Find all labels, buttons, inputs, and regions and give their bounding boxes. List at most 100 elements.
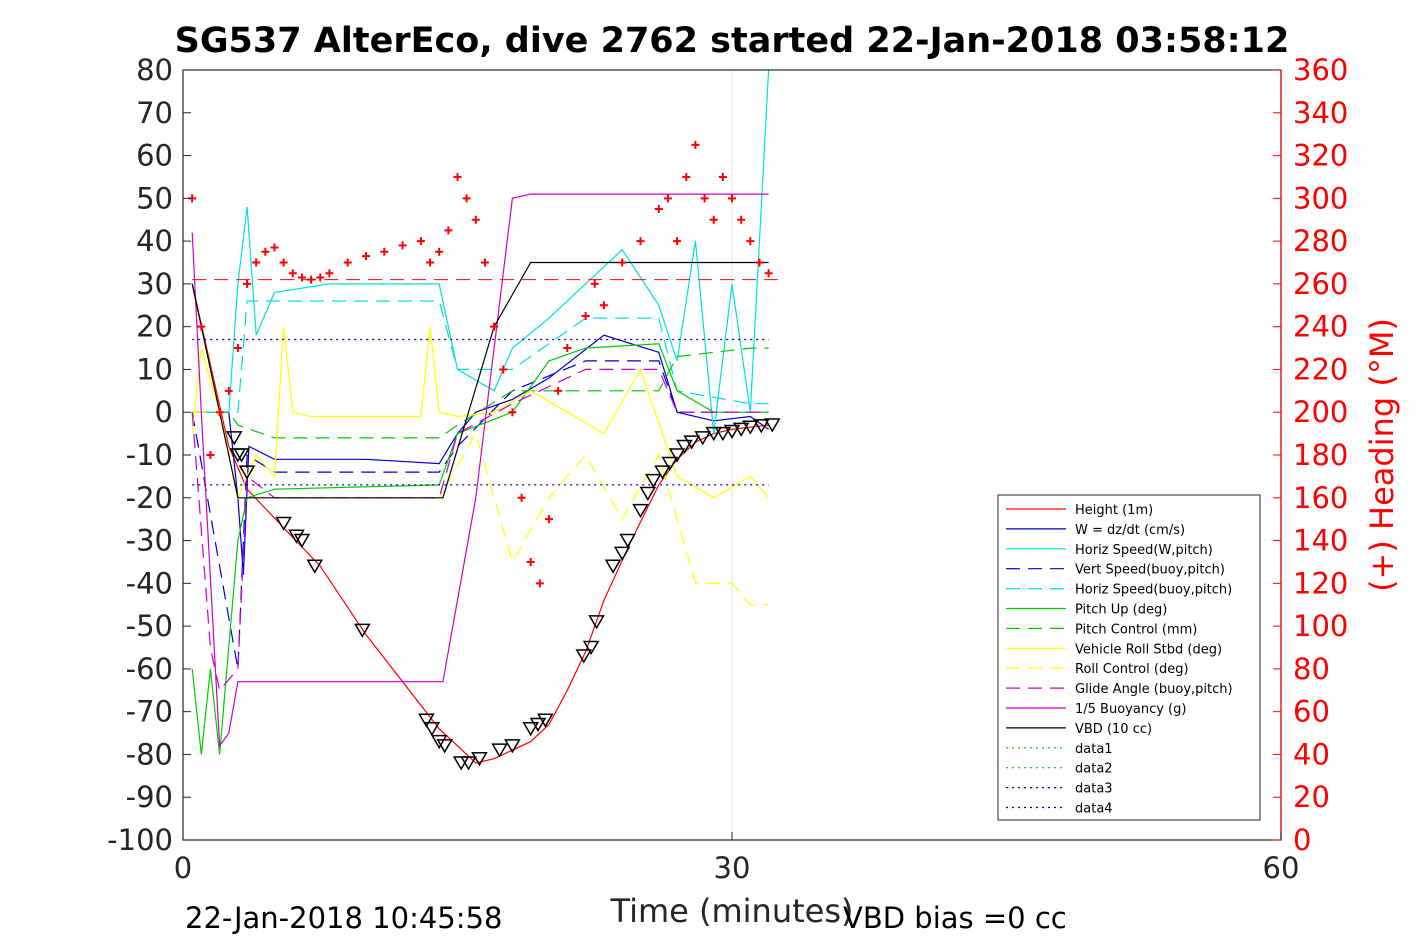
heading-marker [343, 258, 352, 267]
depth-triangle-marker [619, 533, 636, 549]
heading-marker [636, 237, 645, 246]
depth-triangle-marker [233, 448, 250, 463]
depth-triangle-marker [741, 420, 759, 435]
heading-marker [663, 194, 672, 203]
depth-triangle-marker [723, 424, 741, 439]
heading-marker [380, 247, 389, 256]
depth-triangle-marker [645, 473, 662, 489]
heading-marker [499, 365, 508, 374]
footer-vbd-bias: VBD bias =0 cc [843, 901, 1067, 935]
heading-marker [416, 237, 425, 246]
series-line-11 [191, 261, 769, 499]
heading-marker [682, 172, 691, 181]
legend-entry-label: data1 [1075, 742, 1113, 757]
depth-triangle-marker [694, 431, 712, 446]
heading-marker [197, 322, 206, 331]
legend: Height (1m) W = dz/dt (cm/s) Horiz Speed(W… [997, 494, 1261, 821]
depth-triangle-marker [705, 426, 723, 442]
depth-triangle-marker [471, 751, 488, 767]
y2-tick-label: 320 [1293, 139, 1348, 173]
y-tick-label: 20 [136, 310, 173, 344]
depth-triangle-marker [275, 516, 292, 531]
heading-marker [737, 215, 746, 224]
heading-marker [480, 258, 489, 267]
heading-marker [728, 194, 736, 203]
depth-triangle-marker [460, 756, 477, 771]
heading-marker [307, 275, 316, 284]
depth-triangle-marker [668, 448, 686, 463]
y-tick-label: 0 [155, 395, 173, 429]
heading-marker [398, 241, 407, 250]
depth-triangle-marker [639, 486, 657, 501]
depth-triangle-marker [288, 529, 305, 544]
heading-marker [700, 194, 709, 203]
series-line-7 [191, 326, 770, 500]
heading-marker [673, 237, 682, 246]
heading-marker [316, 273, 325, 282]
series-line-5 [191, 343, 769, 755]
y-tick-label: 50 [136, 181, 173, 215]
depth-triangle-marker [423, 722, 441, 737]
depth-triangle-marker [354, 623, 371, 638]
depth-triangle-marker [588, 615, 605, 630]
heading-marker [517, 493, 526, 502]
heading-marker [297, 273, 306, 282]
y2-tick-label: 0 [1293, 823, 1311, 857]
heading-marker [691, 140, 700, 149]
heading-marker [554, 386, 563, 395]
y2-tick-label: 160 [1293, 481, 1348, 515]
series-line-1 [192, 334, 769, 575]
legend-entry-label: Pitch Up (deg) [1075, 603, 1167, 618]
depth-triangle-marker [582, 640, 600, 655]
y-tick-label: 70 [136, 96, 173, 130]
depth-triangle-marker [683, 435, 701, 450]
heading-marker [718, 172, 727, 181]
y2-tick-label: 80 [1293, 652, 1330, 686]
depth-triangle-marker [306, 559, 324, 574]
legend-entry-label: data3 [1075, 782, 1113, 797]
heading-marker [581, 311, 590, 320]
heading-marker [288, 269, 297, 278]
heading-marker [243, 279, 252, 288]
depth-triangle-marker [225, 431, 243, 446]
depth-triangle-marker [752, 419, 770, 434]
heading-marker [618, 258, 627, 267]
legend-entry-label: W = dz/dt (cm/s) [1075, 523, 1185, 538]
heading-marker [563, 344, 572, 353]
y2-tick-label: 360 [1293, 53, 1348, 87]
y-tick-label: -70 [126, 695, 173, 729]
depth-triangle-marker [537, 713, 554, 728]
heading-marker [471, 215, 480, 224]
depth-triangle-marker [418, 713, 435, 728]
y2-tick-label: 20 [1293, 780, 1330, 814]
right-axis-label: (+) Heading (°M) [1363, 318, 1401, 592]
y-tick-label: 10 [136, 352, 173, 386]
series-line-4 [192, 300, 769, 413]
legend-entry-label: Horiz Speed(buoy,pitch) [1075, 583, 1232, 598]
y2-tick-label: 120 [1293, 566, 1348, 600]
x-tick-label: 60 [1263, 851, 1300, 885]
depth-triangle-marker [522, 722, 540, 737]
y2-tick-label: 300 [1293, 181, 1348, 215]
y2-tick-label: 180 [1293, 438, 1348, 472]
legend-entry-label: data4 [1075, 802, 1113, 817]
depth-triangle-marker [436, 739, 453, 754]
y2-tick-label: 200 [1293, 395, 1348, 429]
depth-triangle-marker [714, 426, 732, 442]
depth-triangle-marker [575, 649, 593, 664]
footer-timestamp: 22-Jan-2018 10:45:58 [185, 901, 502, 935]
heading-marker [508, 408, 517, 417]
y2-tick-label: 240 [1293, 310, 1348, 344]
y2-tick-label: 140 [1293, 524, 1348, 558]
legend-entry-label: Pitch Control (mm) [1075, 622, 1197, 637]
x-axis-label: Time (minutes) [610, 892, 854, 930]
y2-tick-label: 220 [1293, 352, 1348, 386]
y2-tick-label: 60 [1293, 695, 1330, 729]
depth-triangle-marker [293, 533, 311, 549]
heading-marker [462, 194, 471, 203]
plot-layer [188, 69, 781, 771]
depth-triangle-marker [676, 439, 693, 454]
heading-marker [279, 258, 288, 267]
heading-marker [261, 247, 270, 256]
